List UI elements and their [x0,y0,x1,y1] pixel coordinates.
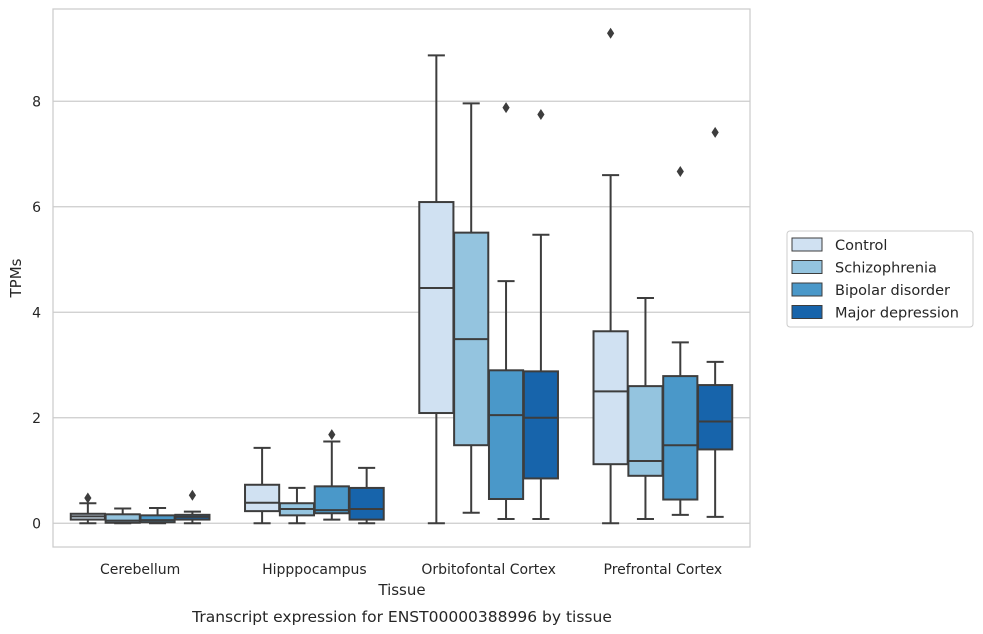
x-tick-labels: Cerebellum Hipppocampus Orbitofontal Corte… [100,562,722,578]
outlier-point [711,126,719,138]
outlier-point [188,489,196,501]
y-tick-label: 8 [32,94,41,110]
legend-label: Major depression [835,306,959,322]
box-1-4 [592,27,629,525]
x-axis-title: Tissue [377,581,425,599]
x-tick-label: Hipppocampus [262,562,367,578]
box-iqr [627,385,664,477]
x-tick-label: Prefrontal Cortex [604,562,723,578]
outlier-point [502,102,510,114]
box-3-4 [662,165,699,516]
box-iqr [662,375,699,501]
box-4-4 [697,126,734,518]
legend-label: Bipolar disorder [835,283,950,299]
legend-label: Control [835,238,887,254]
legend-swatch [791,282,823,297]
legend-swatch [791,305,823,319]
box-2-4 [627,297,664,521]
box-3-1 [139,506,176,525]
box-2-2 [278,486,316,525]
outlier-point [676,165,684,177]
outlier-point [328,429,336,441]
y-tick-label: 0 [32,516,41,532]
y-tick-label: 6 [32,200,41,216]
box-4-1 [174,489,211,525]
legend-swatch [791,260,823,274]
box-1-3 [418,54,455,525]
outlier-point [84,492,92,504]
box-2-3 [453,102,490,514]
outlier-point [537,108,545,120]
box-iqr [139,514,176,524]
y-tick-label: 2 [32,411,41,427]
legend-swatch [791,237,823,252]
legend: Control Schizophrenia Bipolar disorder Majo… [786,230,974,328]
chart-caption: Transcript expression for ENST0000038899… [191,608,612,626]
box-iqr [522,370,559,480]
box-4-3 [522,108,559,521]
box-4-2 [348,466,385,525]
box-3-2 [313,429,350,521]
legend-label: Schizophrenia [835,261,937,277]
box-iqr [418,201,455,415]
box-iqr [487,369,525,501]
box-3-3 [487,102,525,521]
box-1-1 [69,492,106,525]
box-2-1 [104,507,141,525]
plot-frame [52,8,751,548]
box-1-2 [244,446,281,525]
y-axis-title: TPMs [7,258,25,298]
y-tick-labels: 0 2 4 6 8 [32,94,41,532]
box-iqr [244,483,281,513]
outlier-point [607,27,615,39]
box-iqr [348,486,385,521]
legend-frame [786,230,974,328]
box-series [69,27,734,525]
box-iqr [697,384,734,451]
x-tick-label: Cerebellum [100,562,180,578]
y-tick-label: 4 [32,305,41,321]
box-iqr [592,330,629,466]
x-tick-label: Orbitofontal Cortex [421,562,556,578]
